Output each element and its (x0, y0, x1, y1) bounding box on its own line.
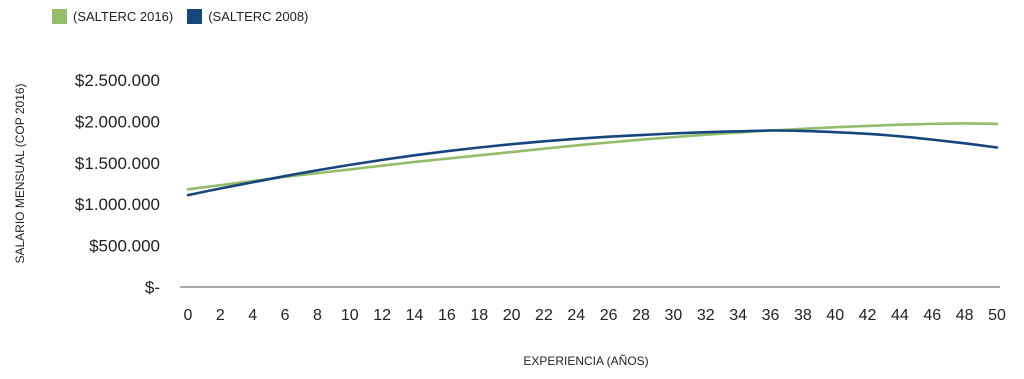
x-tick-label: 10 (341, 307, 359, 324)
x-tick-label: 32 (697, 307, 715, 324)
y-tick-label: $1.500.000 (75, 154, 160, 173)
legend-swatch-1 (187, 9, 203, 24)
series-line-1 (186, 129, 999, 197)
x-tick-label: 46 (923, 307, 941, 324)
x-tick-label: 22 (535, 307, 553, 324)
y-tick-label: $- (145, 278, 160, 297)
x-tick-label: 40 (826, 307, 844, 324)
y-tick-label: $2.000.000 (75, 112, 160, 131)
x-tick-label: 28 (632, 307, 650, 324)
x-tick-label: 30 (665, 307, 683, 324)
y-tick-label: $2.500.000 (75, 71, 160, 90)
legend-swatch-0 (52, 9, 67, 24)
x-tick-label: 18 (470, 307, 488, 324)
x-tick-label: 42 (859, 307, 877, 324)
x-tick-label: 20 (503, 307, 521, 324)
legend-item-1: (SALTERC 2008) (187, 9, 308, 24)
series-lines (186, 122, 999, 197)
series-line-0 (186, 122, 999, 191)
x-tick-label: 48 (956, 307, 974, 324)
x-tick-label: 6 (281, 307, 290, 324)
x-tick-label: 0 (184, 307, 193, 324)
x-tick-label: 26 (600, 307, 618, 324)
x-tick-label: 34 (729, 307, 747, 324)
x-tick-label: 8 (313, 307, 322, 324)
y-axis-ticks: $- $500.000 $1.000.000 $1.500.000 $2.000.000… (75, 71, 160, 297)
legend-item-0: (SALTERC 2016) (52, 9, 173, 24)
x-tick-label: 50 (988, 307, 1006, 324)
legend-label-0: (SALTERC 2016) (73, 9, 174, 24)
legend-label-1: (SALTERC 2008) (208, 9, 309, 24)
x-tick-label: 36 (762, 307, 780, 324)
x-tick-label: 14 (406, 307, 424, 324)
x-tick-label: 16 (438, 307, 456, 324)
y-tick-label: $500.000 (89, 237, 160, 256)
y-tick-label: $1.000.000 (75, 195, 160, 214)
x-tick-label: 2 (216, 307, 225, 324)
x-tick-label: 24 (567, 307, 585, 324)
x-tick-label: 44 (891, 307, 909, 324)
x-tick-label: 4 (248, 307, 257, 324)
x-tick-label: 38 (794, 307, 812, 324)
y-axis-label: SALARIO MENSUAL (COP 2016) (13, 83, 27, 263)
x-axis-ticks: 0 2 4 6 8 10 12 14 16 18 20 22 24 26 28 30 32 34 36 38 40 42 4… (184, 307, 1006, 324)
legend: (SALTERC 2016) (SALTERC 2008) (52, 9, 322, 24)
x-tick-label: 12 (373, 307, 391, 324)
x-axis-label: EXPERIENCIA (AÑOS) (523, 354, 648, 368)
